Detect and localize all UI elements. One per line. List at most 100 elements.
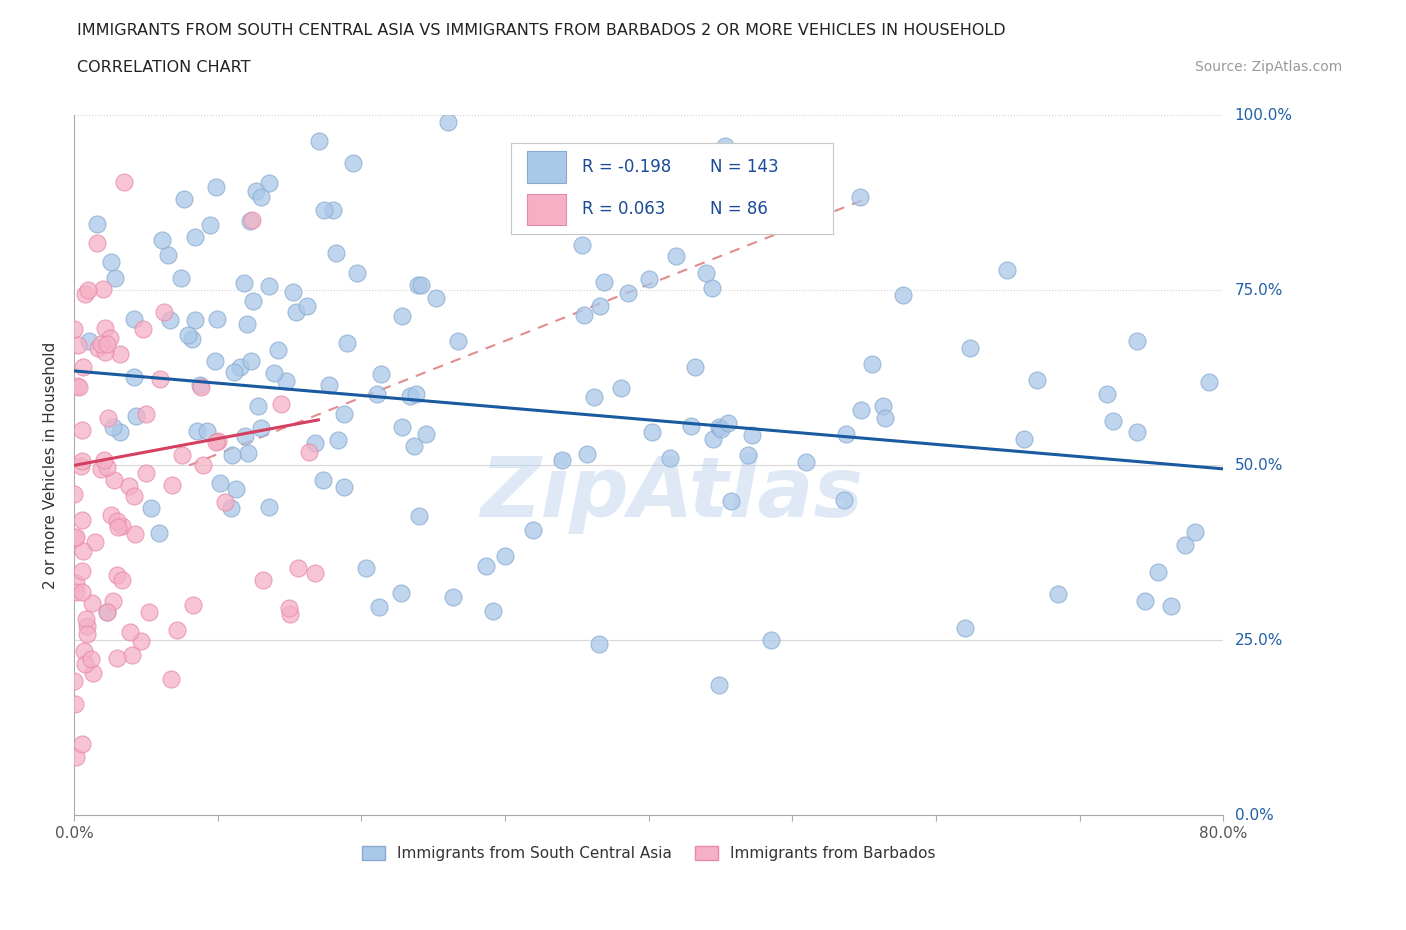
Point <box>610 380 633 395</box>
Point <box>575 446 598 461</box>
Point <box>835 426 858 441</box>
Point <box>398 388 420 403</box>
Point <box>124 312 146 326</box>
Point <box>257 278 280 293</box>
Point <box>860 356 883 371</box>
Point <box>700 281 723 296</box>
Point <box>118 625 141 640</box>
Point <box>437 115 460 130</box>
Point <box>91 282 114 297</box>
Point <box>342 155 364 170</box>
Point <box>737 447 759 462</box>
Text: 100.0%: 100.0% <box>1234 108 1292 123</box>
Point <box>108 347 131 362</box>
Point <box>96 604 118 619</box>
Point <box>658 451 681 466</box>
Point <box>522 523 544 538</box>
Point <box>411 278 433 293</box>
Point <box>80 651 103 666</box>
Point <box>112 175 135 190</box>
Point <box>76 283 98 298</box>
Point <box>170 447 193 462</box>
Point <box>159 312 181 327</box>
Point <box>1198 375 1220 390</box>
Point <box>184 313 207 328</box>
Point <box>65 585 87 600</box>
Point <box>246 398 269 413</box>
Point <box>75 657 97 671</box>
Point <box>312 203 335 218</box>
Point <box>1095 387 1118 402</box>
Point <box>550 453 572 468</box>
Point <box>259 499 281 514</box>
Point <box>366 386 388 401</box>
Text: CORRELATION CHART: CORRELATION CHART <box>77 60 250 75</box>
Point <box>702 432 724 446</box>
Point <box>304 565 326 580</box>
Point <box>63 530 86 545</box>
Point <box>404 438 426 453</box>
Point <box>849 402 872 417</box>
Point <box>233 429 256 444</box>
Point <box>208 475 231 490</box>
Point <box>63 697 86 711</box>
Point <box>308 133 330 148</box>
Point <box>70 737 93 751</box>
Point <box>186 423 208 438</box>
Point <box>138 604 160 619</box>
Point <box>408 509 430 524</box>
Point <box>875 410 897 425</box>
Point <box>166 623 188 638</box>
Point <box>588 299 610 313</box>
Point <box>86 235 108 250</box>
Point <box>326 432 349 447</box>
Point <box>274 373 297 388</box>
Point <box>346 266 368 281</box>
Point <box>105 651 128 666</box>
Point <box>891 287 914 302</box>
Point <box>72 454 94 469</box>
Point <box>270 397 292 412</box>
Point <box>759 633 782 648</box>
Point <box>181 597 204 612</box>
Point <box>156 247 179 262</box>
Point <box>118 478 141 493</box>
Point <box>66 379 89 393</box>
Point <box>240 213 263 228</box>
Point <box>252 572 274 587</box>
Point <box>228 360 250 375</box>
Point <box>295 299 318 313</box>
Text: IMMIGRANTS FROM SOUTH CENTRAL ASIA VS IMMIGRANTS FROM BARBADOS 2 OR MORE VEHICLE: IMMIGRANTS FROM SOUTH CENTRAL ASIA VS IM… <box>77 23 1005 38</box>
Point <box>1046 587 1069 602</box>
Point <box>90 337 112 352</box>
Point <box>257 176 280 191</box>
Point <box>953 621 976 636</box>
Point <box>70 422 93 437</box>
Point <box>665 249 688 264</box>
Point <box>73 644 96 658</box>
Point <box>720 494 742 509</box>
Point <box>1126 333 1149 348</box>
Point <box>616 286 638 300</box>
Point <box>100 508 122 523</box>
Point <box>717 415 740 430</box>
Point <box>70 585 93 600</box>
Point <box>72 360 94 375</box>
Point <box>105 514 128 529</box>
Point <box>139 500 162 515</box>
Point <box>318 378 340 392</box>
Point <box>714 139 737 153</box>
Point <box>389 585 412 600</box>
Point <box>181 332 204 347</box>
Point <box>278 600 301 615</box>
Point <box>415 427 437 442</box>
Point <box>205 312 228 326</box>
Point <box>214 494 236 509</box>
Point <box>63 321 86 336</box>
Point <box>240 353 263 368</box>
Point <box>284 304 307 319</box>
Text: 50.0%: 50.0% <box>1234 458 1282 472</box>
Point <box>336 335 359 350</box>
Point <box>96 337 118 352</box>
Point <box>709 678 731 693</box>
